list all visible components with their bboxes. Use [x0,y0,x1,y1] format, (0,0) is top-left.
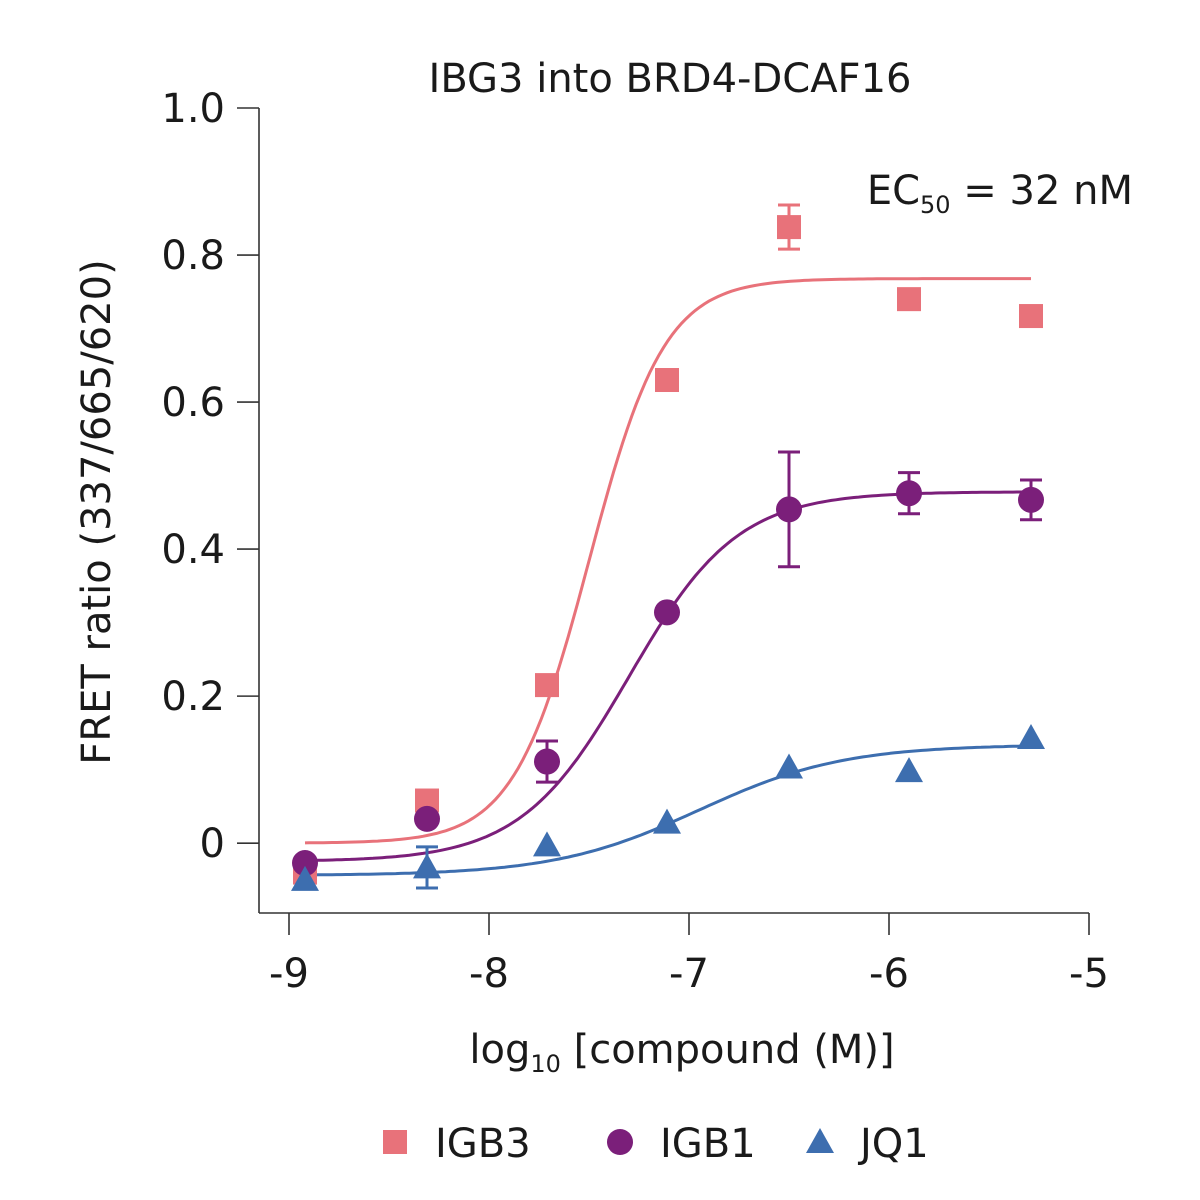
data-point-jq1 [653,808,681,834]
data-point-jq1 [1017,724,1045,750]
data-point-igb1 [414,805,440,832]
data-point-jq1 [895,757,923,783]
x-tick-label: -8 [469,951,509,997]
y-axis: 0 0.2 0.4 0.6 0.8 1.0 [161,86,260,913]
x-axis-label-subscript: 10 [530,1050,561,1078]
data-point-igb1 [654,599,680,626]
legend-marker-igb1 [607,1129,633,1155]
legend-marker-jq1 [806,1128,834,1153]
ec50-rest: = 32 nM [951,168,1133,214]
y-tick-label: 1.0 [161,86,225,132]
legend-marker-igb3 [383,1130,407,1154]
chart-title: IBG3 into BRD4-DCAF16 [429,56,912,102]
fit-curve-igb1 [304,490,1031,863]
data-point-jq1 [533,831,561,857]
x-axis-label: log10 [compound (M)] [469,1027,894,1078]
data-point-igb3 [897,287,921,312]
ec50-annotation: EC50 = 32 nM [867,168,1133,219]
data-point-igb1 [776,496,802,523]
x-tick-label: -9 [269,951,309,997]
data-point-igb3 [535,673,559,698]
y-tick-label: 0 [200,821,225,867]
data-point-igb1 [292,850,318,877]
data-points [291,203,1045,891]
y-axis-label: FRET ratio (337/665/620) [74,259,120,764]
data-point-igb3 [777,215,801,240]
data-point-igb3 [655,368,679,393]
data-point-igb3 [1019,304,1043,329]
data-point-jq1 [775,753,803,779]
y-tick-label: 0.8 [161,233,225,279]
data-point-igb1 [1018,486,1044,513]
x-tick-label: -7 [669,951,709,997]
x-axis: -9 -8 -7 -6 -5 [259,912,1109,997]
data-point-igb1 [896,480,922,507]
data-point-jq1 [413,853,441,879]
y-tick-label: 0.6 [161,380,225,426]
ec50-main: EC [867,168,920,214]
legend-label-igb3: IGB3 [435,1121,531,1167]
legend: IGB3 IGB1 JQ1 [383,1121,929,1167]
x-tick-label: -6 [869,951,909,997]
ec50-subscript: 50 [920,191,951,219]
x-tick-label: -5 [1069,951,1109,997]
data-point-jq1 [291,865,319,891]
x-axis-label-rest: [compound (M)] [561,1027,895,1073]
fit-curve-igb3 [304,277,1031,845]
legend-label-igb1: IGB1 [660,1121,756,1167]
data-point-igb1 [534,748,560,775]
y-tick-label: 0.2 [161,674,225,720]
legend-label-jq1: JQ1 [857,1121,929,1167]
x-axis-label-main: log [469,1027,530,1073]
y-tick-label: 0.4 [161,527,225,573]
